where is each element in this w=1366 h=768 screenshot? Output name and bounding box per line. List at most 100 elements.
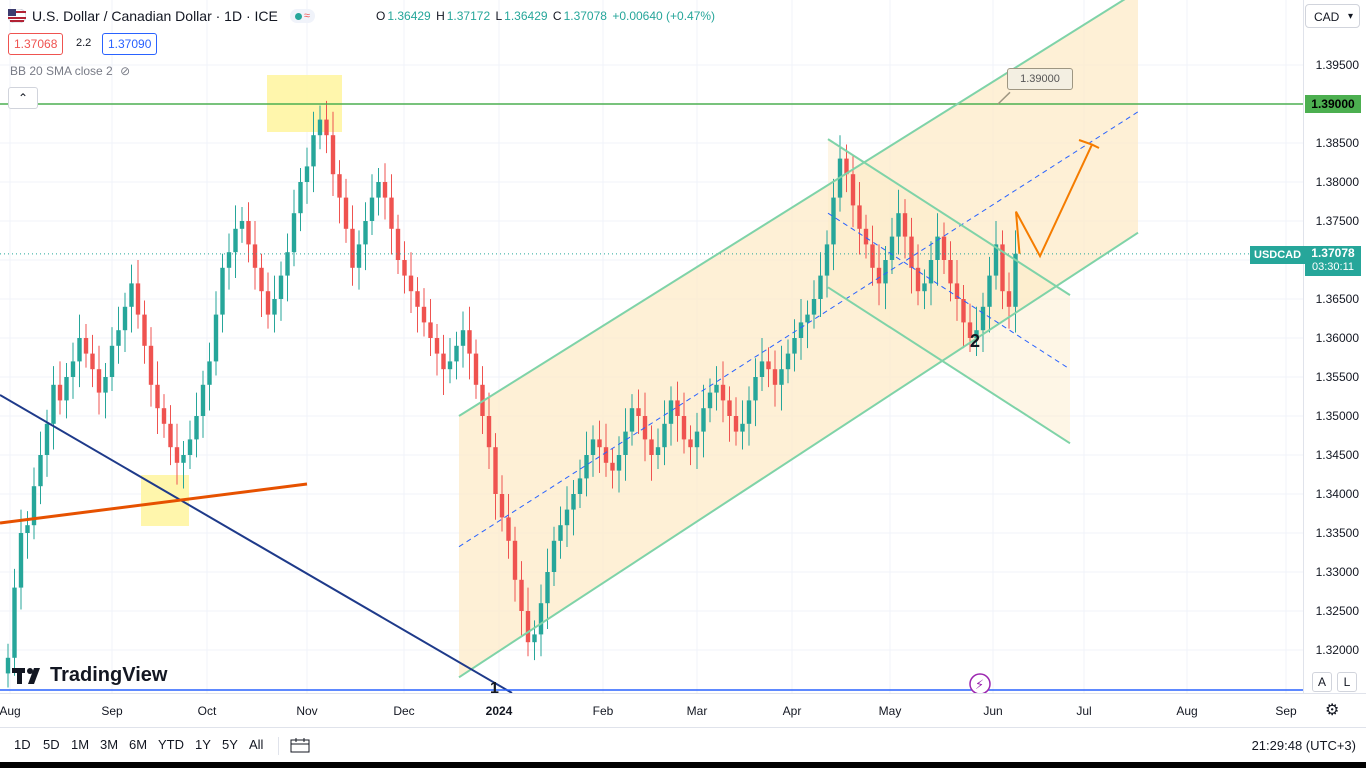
close-label: C <box>552 9 562 23</box>
wave-label-1: 1 <box>490 680 499 693</box>
channel-upper-line <box>458 0 1126 417</box>
price-callout-note[interactable]: 1.39000 <box>1007 68 1073 90</box>
candle-body <box>577 478 583 494</box>
range-button-5d[interactable]: 5D <box>43 737 60 752</box>
candle-body <box>447 361 453 370</box>
candle-body <box>688 439 693 448</box>
range-button-1m[interactable]: 1M <box>71 737 90 752</box>
candle-body <box>805 314 810 323</box>
calendar-icon[interactable] <box>290 737 310 756</box>
candle-body <box>200 384 206 416</box>
price-axis[interactable]: 1.39500 1.39000 1.38500 1.38000 1.37500 1.370… <box>1303 0 1366 693</box>
candle-body <box>993 244 999 276</box>
candle-body <box>64 377 69 401</box>
candle-body <box>902 213 908 237</box>
candle-body <box>538 603 544 635</box>
range-button-ytd[interactable]: YTD <box>158 737 184 752</box>
candle-body <box>408 275 414 292</box>
candle-body <box>519 579 524 611</box>
time-axis[interactable]: Aug Sep Oct Nov Dec 2024 Feb Mar Apr May Jun Jul Aug… <box>0 693 1366 728</box>
candle-body <box>467 330 472 354</box>
candle-body <box>590 439 596 455</box>
range-button-6m[interactable]: 6M <box>129 737 148 752</box>
candle-body <box>532 634 537 643</box>
candle-body <box>148 345 154 385</box>
auto-scale-button[interactable]: A <box>1312 672 1332 692</box>
candle-body <box>272 299 277 315</box>
indicator-legend[interactable]: BB 20 SMA close 2 ⊘ <box>10 64 130 78</box>
falling-channel-fill <box>828 139 1070 444</box>
candle-body <box>545 572 550 604</box>
candle-body <box>785 353 791 370</box>
candle-body <box>922 283 927 292</box>
range-button-5y[interactable]: 5Y <box>222 737 238 752</box>
chart-title: U.S. Dollar / Canadian Dollar · 1D · ICE <box>32 8 278 24</box>
event-marker-icon <box>969 673 991 693</box>
log-scale-button[interactable]: L <box>1337 672 1357 692</box>
status-indicator[interactable]: ≈ <box>289 9 315 23</box>
symbol-legend[interactable]: U.S. Dollar / Canadian Dollar · 1D · ICE… <box>8 6 315 26</box>
candle-body <box>226 252 232 268</box>
candle-body <box>168 423 173 448</box>
candle-body <box>668 400 674 424</box>
calendar-glyph-icon <box>290 738 310 753</box>
candle-body <box>415 291 420 307</box>
candle-body <box>70 361 76 377</box>
candle-body <box>707 392 713 409</box>
range-button-1d[interactable]: 1D <box>14 737 31 752</box>
candle-body <box>25 525 30 533</box>
open-label: O <box>376 9 386 23</box>
candle-body <box>766 361 771 370</box>
falling-channel-lower-line <box>827 286 1071 445</box>
candle-body <box>824 244 830 276</box>
price-tick-label: 1.32000 <box>1315 643 1359 657</box>
price-tick-label: 1.35000 <box>1315 409 1359 423</box>
clock-display[interactable]: 21:29:48 (UTC+3) <box>1251 738 1356 753</box>
time-tick-label: Dec <box>393 704 415 718</box>
eye-hidden-icon[interactable]: ⊘ <box>120 64 131 78</box>
candle-body <box>83 338 89 354</box>
candle-body <box>844 158 849 175</box>
candle-body <box>681 416 687 440</box>
candle-body <box>350 228 355 268</box>
price-tick-label: 1.36500 <box>1315 292 1359 306</box>
chart-plot-area[interactable]: 1 2 ⚡ <box>0 0 1303 693</box>
time-tick-label: May <box>878 704 902 718</box>
candle-body <box>909 236 914 268</box>
candle-body <box>512 540 518 580</box>
buy-button[interactable]: 1.37090 <box>102 33 158 55</box>
callout-tail <box>997 91 1011 105</box>
candle-body <box>733 416 739 432</box>
close-value: 1.37078 <box>563 9 607 23</box>
currency-select[interactable]: CAD ▾ <box>1305 4 1360 28</box>
candle-body <box>18 533 24 588</box>
candle-body <box>818 275 823 299</box>
candle-body <box>629 408 635 432</box>
candle-body <box>636 408 641 416</box>
range-button-all[interactable]: All <box>249 737 264 752</box>
candle-body <box>421 306 427 323</box>
time-tick-label: Aug <box>0 704 21 718</box>
range-button-3m[interactable]: 3M <box>100 737 119 752</box>
price-tick-label: 1.39500 <box>1315 58 1359 72</box>
candle-body <box>486 416 492 448</box>
candle-body <box>850 174 856 206</box>
candle-body <box>460 330 466 346</box>
candle-body <box>883 260 888 284</box>
sell-button[interactable]: 1.37068 <box>8 33 64 55</box>
candle-body <box>740 423 745 432</box>
price-chart[interactable]: 1 2 ⚡ <box>0 0 1303 693</box>
range-button-1y[interactable]: 1Y <box>195 737 211 752</box>
price-tick-label: 1.37500 <box>1315 214 1359 228</box>
candle-body <box>187 439 193 455</box>
candle-body <box>948 260 953 284</box>
candle-body <box>109 345 115 377</box>
collapse-legend-button[interactable]: ⌃ <box>8 87 38 109</box>
candle-body <box>285 252 290 276</box>
rising-trendline <box>0 482 308 525</box>
settings-gear-icon[interactable]: ⚙ <box>1325 702 1340 719</box>
candle-body <box>915 267 921 292</box>
candle-body <box>116 330 121 346</box>
candle-body <box>298 182 303 214</box>
candle-body <box>935 236 940 260</box>
